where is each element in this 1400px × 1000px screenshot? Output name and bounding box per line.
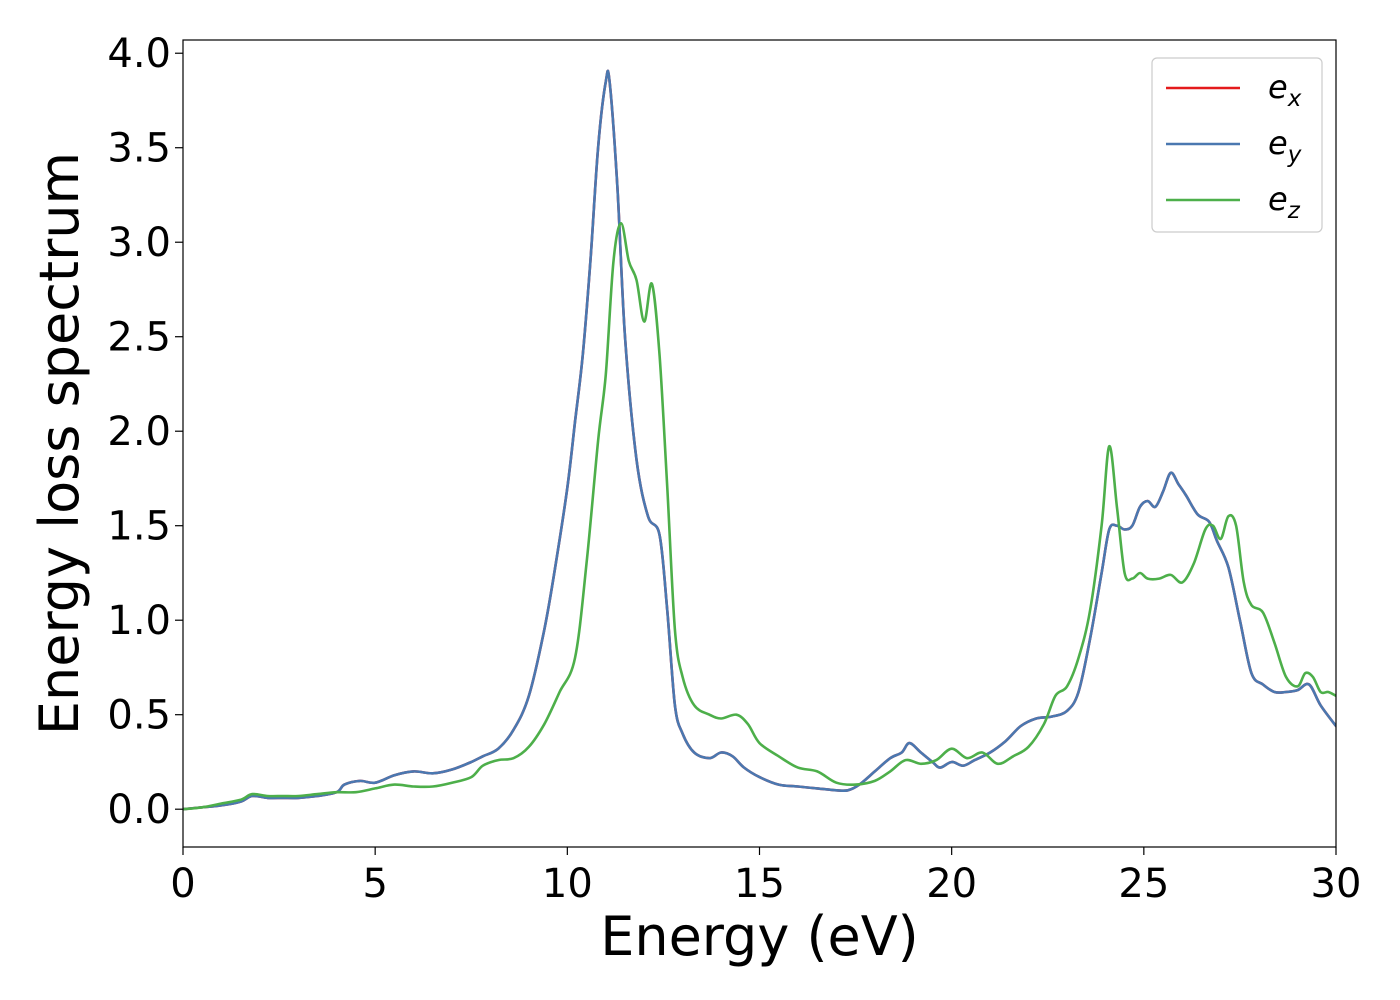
- x-tick-label: 0: [170, 861, 195, 907]
- y-tick-label: 0.5: [107, 693, 171, 739]
- y-axis-label: Energy loss spectrum: [28, 152, 91, 735]
- y-tick-label: 1.5: [107, 504, 171, 550]
- x-axis-label: Energy (eV): [600, 905, 919, 968]
- legend-label-ey: ey: [1268, 124, 1302, 168]
- x-tick-label: 25: [1118, 861, 1169, 907]
- y-tick-label: 3.5: [107, 126, 171, 172]
- y-tick-label: 3.0: [107, 220, 171, 266]
- series-line-ey: [183, 69, 1336, 811]
- y-tick-label: 2.5: [107, 315, 171, 361]
- legend-subscript: y: [1287, 142, 1302, 168]
- x-tick-label: 10: [542, 861, 593, 907]
- legend-subscript: x: [1287, 86, 1302, 112]
- series-layer: [183, 69, 1336, 811]
- series-line-ez: [183, 222, 1336, 811]
- x-tick-label: 20: [926, 861, 977, 907]
- y-tick-label: 4.0: [107, 31, 171, 77]
- x-tick-label: 30: [1311, 861, 1362, 907]
- x-tick-label: 5: [362, 861, 387, 907]
- y-tick-label: 0.0: [107, 787, 171, 833]
- y-tick-label: 2.0: [107, 409, 171, 455]
- x-tick-label: 15: [734, 861, 785, 907]
- x-axis: 0 5 10 15 20 25 30: [170, 847, 1361, 907]
- plot-background: [183, 40, 1336, 847]
- y-axis: 0.0 0.5 1.0 1.5 2.0 2.5 3.0 3.5 4.0: [107, 31, 183, 833]
- y-tick-label: 1.0: [107, 598, 171, 644]
- legend-subscript: z: [1287, 198, 1301, 224]
